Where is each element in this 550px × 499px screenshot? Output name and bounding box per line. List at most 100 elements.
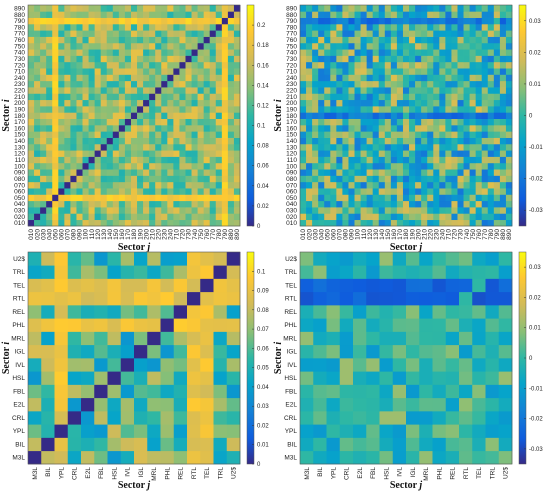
heatmap-cell <box>421 5 428 12</box>
colorbar-tick-label: -0.01 <box>529 145 543 151</box>
heatmap-cell <box>306 112 313 119</box>
heatmap-cell <box>76 169 83 176</box>
heatmap-cell <box>306 118 313 126</box>
heatmap-cell <box>409 93 416 101</box>
heatmap-cell <box>300 17 307 25</box>
heatmap-cell <box>396 36 404 44</box>
heatmap-cell <box>306 61 313 69</box>
heatmap-cell <box>81 358 95 372</box>
heatmap-cell <box>221 200 229 208</box>
y-tick-label: IVL <box>287 362 297 369</box>
heatmap-cell <box>360 23 367 31</box>
heatmap-cell <box>433 194 440 202</box>
heatmap-cell <box>348 143 355 151</box>
heatmap-cell <box>167 137 174 145</box>
x-tick-label: 100 <box>355 229 362 240</box>
heatmap-cell <box>427 219 434 227</box>
heatmap-cell <box>46 99 53 107</box>
heatmap-cell <box>107 305 122 319</box>
heatmap-cell <box>312 175 319 183</box>
heatmap-cell <box>396 87 404 94</box>
heatmap-cell <box>472 437 486 452</box>
heatmap-cell <box>112 137 120 145</box>
heatmap-cell <box>233 93 241 101</box>
heatmap-cell <box>384 207 392 214</box>
heatmap-cell <box>100 23 108 31</box>
heatmap-cell <box>173 213 180 221</box>
heatmap-cell <box>46 131 53 138</box>
heatmap-cell <box>94 169 102 176</box>
heatmap-cell <box>200 252 214 266</box>
heatmap-cell <box>134 252 148 266</box>
heatmap-cell <box>227 150 235 157</box>
heatmap-cell <box>324 200 331 208</box>
heatmap-cell <box>463 207 470 214</box>
heatmap-cell <box>197 194 205 202</box>
y-tick-label: 100 <box>286 163 297 170</box>
heatmap-cell <box>82 36 89 44</box>
heatmap-cell <box>107 358 122 372</box>
colorbar-tick-label: 0.06 <box>257 346 269 352</box>
heatmap-cell <box>197 74 205 82</box>
heatmap-cell <box>94 42 102 50</box>
heatmap-cell <box>499 74 507 82</box>
heatmap-cell <box>409 200 416 208</box>
heatmap-cell <box>390 219 398 227</box>
heatmap-cell <box>372 188 380 195</box>
heatmap-cell <box>348 99 355 107</box>
heatmap-cell <box>143 181 150 189</box>
heatmap-cell <box>215 150 223 157</box>
heatmap-cell <box>143 207 150 214</box>
heatmap-cell <box>487 162 495 170</box>
heatmap-cell <box>137 150 144 157</box>
heatmap-cell <box>445 331 460 346</box>
heatmap-cell <box>187 411 201 425</box>
heatmap-cell <box>167 74 174 82</box>
heatmap-cell <box>348 61 355 69</box>
heatmap-cell <box>360 55 367 63</box>
heatmap-cell <box>336 87 343 94</box>
heatmap-cell <box>46 106 53 113</box>
heatmap-cell <box>147 278 161 293</box>
heatmap-cell <box>366 131 374 138</box>
heatmap-cell <box>402 194 410 202</box>
heatmap-cell <box>330 49 337 56</box>
heatmap-cell <box>203 55 211 63</box>
heatmap-cell <box>421 49 428 56</box>
heatmap-cell <box>112 74 120 82</box>
heatmap-cell <box>396 74 404 82</box>
heatmap-cell <box>498 291 513 306</box>
heatmap-cell <box>81 344 95 359</box>
heatmap-cell <box>432 397 447 412</box>
heatmap-cell <box>155 55 162 63</box>
y-tick-label: 240 <box>286 75 297 82</box>
heatmap-cell <box>360 175 367 183</box>
heatmap-cell <box>372 5 380 12</box>
heatmap-cell <box>360 80 367 88</box>
heatmap-cell <box>106 87 114 94</box>
heatmap-cell <box>191 143 198 151</box>
heatmap-cell <box>28 61 35 69</box>
heatmap-cell <box>209 93 217 101</box>
heatmap-cell <box>339 252 354 266</box>
heatmap-cell <box>82 68 89 75</box>
heatmap-cell <box>118 11 126 18</box>
heatmap-cell <box>179 11 186 18</box>
heatmap-cell <box>326 252 341 266</box>
heatmap-cell <box>481 181 489 189</box>
heatmap-cell <box>469 194 477 202</box>
heatmap-cell <box>475 55 483 63</box>
heatmap-cell <box>451 143 458 151</box>
heatmap-cell <box>221 55 229 63</box>
heatmap-cell <box>160 397 175 412</box>
heatmap-cell <box>469 150 477 157</box>
heatmap-cell <box>469 74 477 82</box>
heatmap-cell <box>100 17 108 25</box>
heatmap-cell <box>67 318 82 332</box>
heatmap-cell <box>318 93 325 101</box>
y-tick-label: 240 <box>14 75 25 82</box>
heatmap-cell <box>348 93 355 101</box>
heatmap-cell <box>402 36 410 44</box>
heatmap-cell <box>378 118 386 126</box>
heatmap-cell <box>406 371 420 385</box>
